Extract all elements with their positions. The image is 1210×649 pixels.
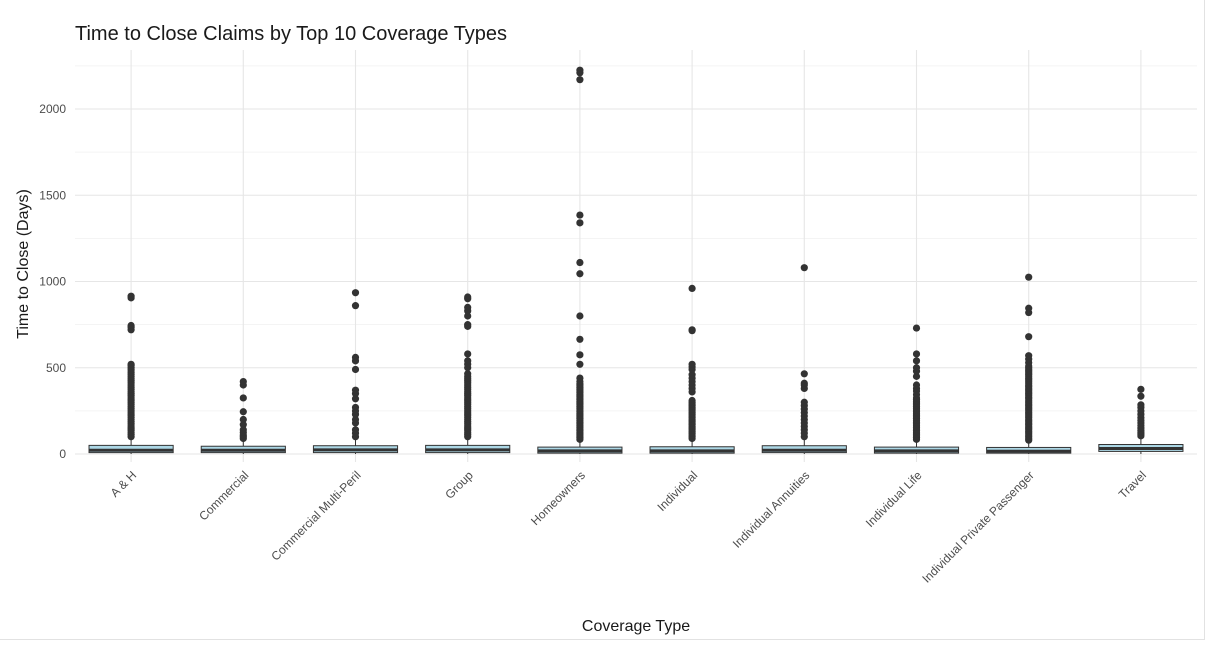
outlier-point	[912, 381, 921, 389]
x-tick-label: Group	[442, 468, 476, 502]
outlier-point	[351, 302, 360, 310]
outlier-point	[351, 386, 360, 394]
outlier-point	[351, 353, 360, 361]
outlier-point	[576, 76, 584, 84]
outlier-point	[351, 289, 360, 297]
x-tick-label: Individual Annuities	[730, 468, 813, 551]
outlier-point	[239, 426, 247, 434]
outlier-point	[351, 403, 360, 412]
outlier-point	[351, 395, 360, 403]
outlier-point	[1025, 304, 1033, 312]
x-tick-label: Individual Life	[863, 468, 925, 530]
chart-title: Time to Close Claims by Top 10 Coverage …	[75, 23, 507, 45]
box-group	[649, 284, 735, 454]
tick-layer: 0 500 1000 1500 2000 A & H Commercial Commercia…	[39, 102, 1149, 586]
x-tick-label: Commercial Multi-Peril	[268, 468, 363, 563]
outlier-point	[464, 370, 472, 378]
box-group	[1098, 385, 1184, 454]
box-group	[312, 289, 399, 454]
x-tick-label: Homeowners	[528, 468, 588, 528]
outlier-point	[127, 321, 135, 330]
box-group	[986, 273, 1072, 454]
box-group	[425, 293, 511, 454]
outlier-point	[1137, 385, 1145, 393]
outlier-point	[576, 374, 584, 382]
outlier-point	[239, 421, 247, 429]
box-group	[873, 324, 960, 454]
outlier-point	[912, 324, 921, 332]
outlier-point	[576, 270, 584, 278]
box-group	[200, 377, 286, 454]
x-tick-label: Commercial	[196, 468, 251, 523]
x-tick-label: Travel	[1116, 468, 1149, 501]
outlier-point	[464, 357, 472, 365]
outlier-point	[576, 219, 584, 227]
outlier-point	[351, 415, 360, 424]
outlier-point	[239, 377, 247, 386]
outlier-point	[464, 312, 472, 320]
outlier-point	[688, 284, 696, 292]
y-tick-label: 0	[59, 447, 66, 461]
outlier-point	[239, 415, 247, 424]
outlier-point	[912, 364, 921, 372]
y-tick-label: 1000	[39, 275, 66, 289]
x-tick-label: Individual	[654, 468, 700, 514]
outlier-point	[576, 211, 584, 219]
x-axis-label: Coverage Type	[582, 618, 690, 635]
y-tick-label: 2000	[39, 102, 66, 116]
outlier-point	[688, 360, 696, 368]
outlier-point	[464, 321, 472, 329]
outlier-point	[912, 357, 921, 365]
outlier-point	[800, 264, 808, 272]
box-group	[88, 292, 174, 454]
outlier-point	[239, 408, 247, 416]
outlier-point	[1025, 333, 1033, 341]
outlier-point	[800, 370, 808, 378]
outlier-point	[576, 335, 584, 343]
outlier-point	[464, 293, 472, 301]
outlier-point	[351, 426, 360, 434]
y-tick-label: 1500	[39, 188, 66, 202]
outlier-point	[351, 365, 360, 374]
outlier-point	[800, 398, 808, 406]
outlier-point	[127, 360, 135, 368]
box-group	[761, 264, 847, 454]
outlier-point	[1025, 273, 1033, 281]
y-axis-label: Time to Close (Days)	[15, 189, 32, 339]
outlier-point	[800, 379, 808, 387]
box-layer	[88, 66, 1184, 454]
x-tick-label: A & H	[108, 468, 140, 500]
outlier-point	[688, 326, 696, 334]
outlier-point	[464, 303, 472, 311]
box-group	[537, 66, 623, 454]
outlier-point	[1137, 392, 1145, 400]
outlier-point	[576, 66, 584, 74]
outlier-point	[688, 371, 696, 379]
outlier-point	[239, 394, 247, 402]
outlier-point	[1137, 401, 1145, 409]
outlier-point	[912, 350, 921, 358]
outlier-point	[688, 396, 696, 405]
outlier-point	[576, 360, 584, 368]
outlier-point	[576, 312, 584, 320]
y-tick-label: 500	[46, 361, 66, 375]
outlier-point	[912, 372, 921, 380]
outlier-point	[576, 258, 584, 267]
outlier-point	[464, 350, 472, 358]
outlier-point	[576, 351, 584, 359]
outlier-point	[1025, 352, 1033, 360]
outlier-point	[127, 292, 135, 300]
x-tick-label: Individual Private Passenger	[919, 468, 1036, 585]
